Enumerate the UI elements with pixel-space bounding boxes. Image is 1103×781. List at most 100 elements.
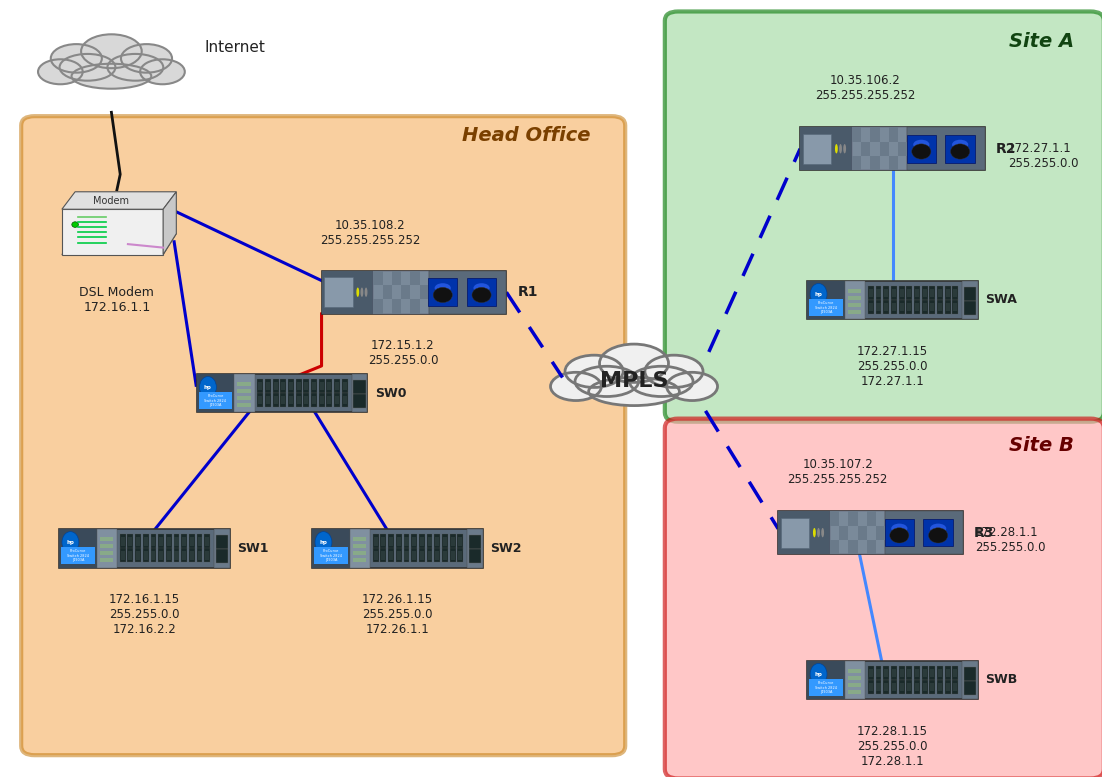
Bar [281,382,286,390]
Bar [99,558,113,562]
Ellipse shape [433,287,452,302]
Bar [190,551,194,559]
Text: SWA: SWA [986,294,1017,306]
Ellipse shape [565,355,623,387]
Bar [876,679,881,694]
Bar [458,533,463,548]
FancyBboxPatch shape [800,127,985,170]
Bar [274,382,278,390]
Bar [884,665,889,680]
Text: ProCurve
Switch 2824
J4903A: ProCurve Switch 2824 J4903A [815,681,837,694]
Bar [420,551,424,559]
Bar [196,547,203,562]
Bar [435,547,440,562]
Text: 172.28.1.1
255.255.0.0: 172.28.1.1 255.255.0.0 [975,526,1046,555]
Bar [404,533,409,548]
Bar [237,382,250,386]
FancyBboxPatch shape [665,419,1103,779]
Bar [900,288,903,298]
Bar [848,683,861,687]
Bar [442,547,448,562]
Ellipse shape [822,528,824,537]
Bar [877,288,880,298]
Bar [174,551,179,559]
Bar [142,547,149,562]
Bar [938,669,942,677]
Bar [922,302,927,312]
Ellipse shape [630,366,693,397]
Bar [876,300,881,314]
Bar [382,537,385,546]
FancyBboxPatch shape [196,373,367,412]
Bar [810,299,843,316]
Bar [352,373,367,412]
Bar [930,665,935,680]
Text: hp: hp [815,672,823,676]
Bar [435,533,440,548]
Bar [908,683,911,691]
Text: Head Office: Head Office [461,126,590,144]
Bar [964,667,976,681]
Bar [405,537,408,546]
Ellipse shape [666,373,718,401]
Bar [181,533,188,548]
Bar [829,512,839,526]
Bar [953,288,957,298]
Bar [120,537,125,546]
Bar [167,551,171,559]
Bar [953,302,957,312]
Bar [388,533,394,548]
Bar [328,382,331,390]
Bar [885,519,914,547]
Text: ProCurve
Switch 2824
J4903A: ProCurve Switch 2824 J4903A [815,301,837,314]
Bar [353,551,366,555]
Bar [151,537,156,546]
Bar [876,665,881,680]
Bar [458,537,462,546]
Bar [314,547,347,565]
Text: 10.35.106.2
255.255.255.252: 10.35.106.2 255.255.255.252 [815,74,915,102]
Bar [899,665,904,680]
Bar [807,280,845,319]
Bar [953,665,959,680]
Bar [845,280,865,319]
Bar [237,403,250,407]
Text: SW0: SW0 [375,387,406,400]
Bar [401,285,410,299]
Ellipse shape [645,355,703,387]
Bar [877,669,880,677]
Bar [869,302,872,312]
Bar [257,393,264,408]
Text: R2: R2 [996,141,1017,155]
Bar [266,396,270,405]
Bar [150,547,157,562]
Text: ProCurve
Switch 2824
J4903A: ProCurve Switch 2824 J4903A [204,394,226,408]
Bar [845,661,865,699]
Bar [868,679,874,694]
Bar [373,271,383,285]
Text: SWB: SWB [986,673,1018,686]
Bar [877,302,880,312]
Bar [930,669,934,677]
Bar [173,533,180,548]
Ellipse shape [810,664,827,685]
Ellipse shape [550,373,601,401]
Bar [870,127,879,141]
Bar [303,393,309,408]
Bar [190,537,194,546]
Bar [436,551,439,559]
Bar [427,547,432,562]
Ellipse shape [473,284,490,293]
Bar [411,547,417,562]
Bar [165,533,172,548]
Ellipse shape [817,528,820,537]
Bar [427,533,432,548]
Bar [234,373,255,412]
Bar [373,271,429,313]
Bar [945,135,975,162]
Text: R3: R3 [974,526,995,540]
Bar [296,379,301,394]
Text: Site A: Site A [1009,32,1074,52]
Bar [930,683,934,691]
Text: MPLS: MPLS [600,372,668,391]
